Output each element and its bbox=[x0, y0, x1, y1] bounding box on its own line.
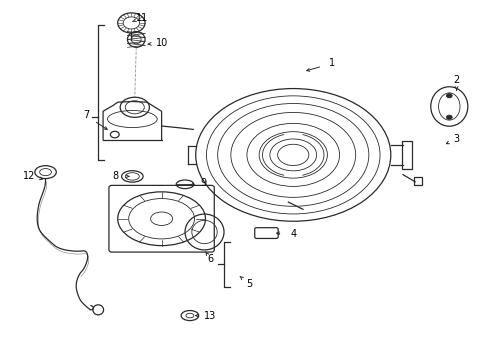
Text: 10: 10 bbox=[155, 38, 167, 48]
Text: 7: 7 bbox=[83, 111, 89, 121]
Text: 3: 3 bbox=[453, 134, 459, 144]
Text: 4: 4 bbox=[289, 229, 296, 239]
Text: 9: 9 bbox=[200, 178, 206, 188]
Bar bbox=[413, 177, 421, 185]
Circle shape bbox=[446, 94, 451, 98]
Text: 5: 5 bbox=[246, 279, 252, 289]
Text: 1: 1 bbox=[328, 58, 335, 68]
Text: 11: 11 bbox=[136, 13, 148, 23]
Circle shape bbox=[446, 115, 451, 120]
Text: 12: 12 bbox=[23, 171, 35, 181]
Text: 6: 6 bbox=[207, 254, 213, 264]
Text: 2: 2 bbox=[452, 75, 459, 85]
Text: 13: 13 bbox=[204, 311, 216, 320]
Text: 8: 8 bbox=[112, 171, 118, 181]
Bar bbox=[401, 140, 411, 169]
